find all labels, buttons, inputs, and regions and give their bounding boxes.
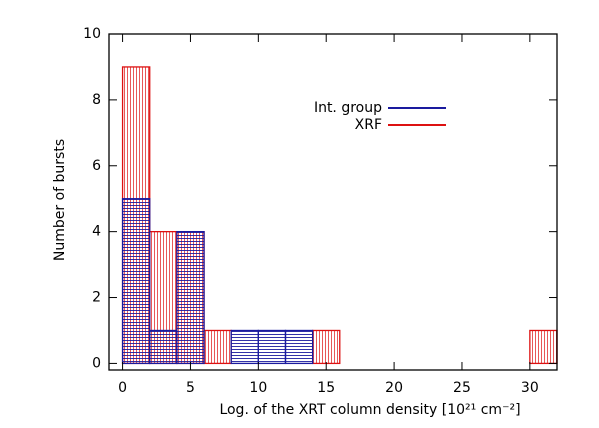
y-tick-label: 0 <box>92 355 101 371</box>
x-axis-label: Log. of the XRT column density [10²¹ cm⁻… <box>219 402 520 418</box>
histogram-bar <box>529 329 558 365</box>
y-tick-label: 2 <box>92 290 101 306</box>
histogram-bar <box>149 329 178 365</box>
histogram-bar <box>230 329 259 365</box>
y-axis-label: Number of bursts <box>52 139 68 261</box>
histogram-bar <box>203 329 232 365</box>
legend-label: XRF <box>355 117 382 133</box>
histogram-bar <box>176 230 205 365</box>
x-tick-label: 30 <box>521 380 539 396</box>
histogram-bar <box>284 329 314 365</box>
histogram-bar <box>121 198 151 365</box>
y-tick-label: 10 <box>83 26 101 42</box>
y-tick-label: 6 <box>92 158 101 174</box>
histogram-bar <box>311 329 341 365</box>
x-tick-label: 15 <box>317 380 335 396</box>
x-tick-label: 10 <box>249 380 267 396</box>
y-tick-label: 8 <box>92 92 101 108</box>
histogram-bar <box>257 329 287 365</box>
x-tick-label: 20 <box>385 380 403 396</box>
legend-label: Int. group <box>314 100 382 116</box>
x-tick-label: 5 <box>186 380 195 396</box>
x-tick-label: 0 <box>118 380 127 396</box>
x-tick-label: 25 <box>453 380 471 396</box>
plot-frame <box>108 33 558 371</box>
y-tick-label: 4 <box>92 224 101 240</box>
